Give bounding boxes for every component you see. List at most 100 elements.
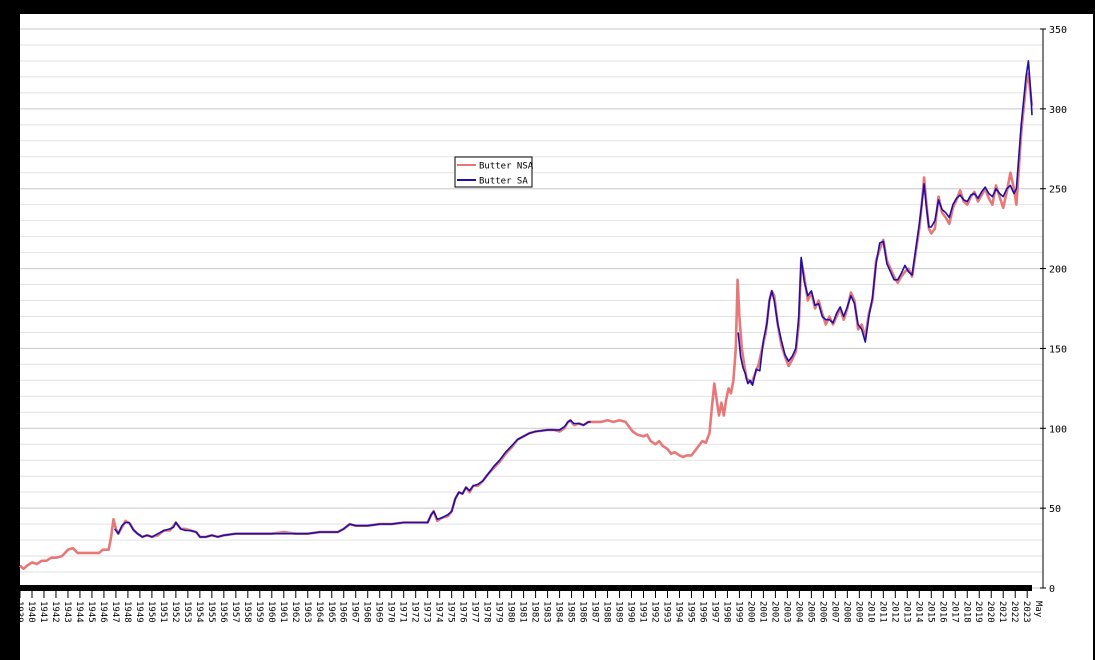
y-tick-label: 100 [1049,424,1067,435]
x-axis-band [20,585,1032,591]
x-tick-label: 1984 [554,601,564,623]
plot-area [20,14,1093,660]
x-tick-label: 2016 [937,601,947,623]
x-tick-label: 2018 [961,601,971,623]
x-tick-label: 2012 [889,601,899,623]
x-tick-label: 1987 [590,601,600,623]
x-tick-label: 1982 [530,601,540,623]
x-tick-label: 1948 [122,601,132,623]
x-tick-label: 2005 [805,601,815,623]
x-tick-label: 1947 [110,601,120,623]
x-tick-label: 1974 [434,601,444,623]
x-tick-label: 1957 [230,601,240,623]
x-tick-label: 2000 [745,601,755,623]
x-tick-label: 1998 [721,601,731,623]
x-tick-label: 2001 [757,601,767,623]
x-tick-label: 1972 [410,601,420,623]
x-tick-label: 2020 [985,601,995,623]
x-tick-label: 2023 [1021,601,1031,623]
x-tick-label: 1940 [26,601,36,623]
x-tick-label: 1977 [470,601,480,623]
x-tick-label: 1975 [446,601,456,623]
x-tick-label: 1969 [374,601,384,623]
x-tick-label: 2017 [949,601,959,623]
x-tick-label: 1989 [614,601,624,623]
x-tick-label: 2007 [829,601,839,623]
y-tick-label: 250 [1049,185,1067,196]
x-tick-label: 1955 [206,601,216,623]
x-tick-label: 1964 [314,601,324,623]
x-tick-label: 1995 [685,601,695,623]
x-tick-label: 2011 [877,601,887,623]
x-tick-label: 2013 [901,601,911,623]
x-tick-label: 1961 [278,601,288,623]
x-tick-label: 1950 [146,601,156,623]
x-tick-label: 1985 [566,601,576,623]
x-tick-label: 1990 [626,601,636,623]
x-tick-label: 1946 [98,601,108,623]
y-tick-label: 50 [1049,504,1061,515]
x-tick-label: 1979 [494,601,504,623]
x-tick-label: 2014 [913,601,923,623]
x-tick-label: 1963 [302,601,312,623]
x-axis: 1939 1940 1941 1942 1943 1944 1945 1946 1947 1948… [14,585,1043,623]
x-tick-label: 1970 [386,601,396,623]
x-tick-label: 1997 [709,601,719,623]
x-tick-label: 1949 [134,601,144,623]
x-tick-label: 1983 [542,601,552,623]
x-tick-label: 1996 [697,601,707,623]
x-tick-label: 2015 [925,601,935,623]
x-tick-label: 1967 [350,601,360,623]
x-tick-label: 1988 [602,601,612,623]
gridlines [20,28,1043,589]
x-tick-label: 1992 [649,601,659,623]
x-tick-label: 2006 [817,601,827,623]
x-tick-label: 1971 [398,601,408,623]
x-tick-label: 1965 [326,601,336,623]
x-tick-label: 1976 [458,601,468,623]
y-tick-label: 200 [1049,265,1067,276]
x-tick-label: 1991 [638,601,648,623]
legend-label: Butter NSA [479,162,534,172]
x-tick-label: 2019 [973,601,983,623]
x-tick-label: 1980 [506,601,516,623]
x-tick-label: 1960 [266,601,276,623]
legend: Butter NSA Butter SA [454,156,534,188]
legend-label: Butter SA [479,177,528,187]
x-tick-label: 1941 [38,601,48,623]
x-tick-label: 1966 [338,601,348,623]
series-line [737,60,1033,386]
y-axis: 0 50 100 150 200 250 300 350 [1040,25,1067,595]
x-tick-label: 1939 [14,601,24,623]
x-tick-label: 2004 [793,601,803,623]
x-tick-label: 2002 [769,601,779,623]
x-tick-label: 2022 [1009,601,1019,623]
x-tick-label: 1953 [182,601,192,623]
x-tick-label: 1958 [242,601,252,623]
x-tick-label: 1999 [733,601,743,623]
y-tick-label: 350 [1049,25,1067,36]
x-tick-label: 1994 [673,601,683,623]
series-layer [19,60,1034,571]
x-tick-label: 2010 [865,601,875,623]
x-tick-label: 1978 [482,601,492,623]
x-tick-label: 2009 [853,601,863,623]
x-tick-label: 2008 [841,601,851,623]
y-tick-label: 0 [1049,584,1055,595]
x-tick-label: 1973 [422,601,432,623]
x-tick-label: 1951 [158,601,168,623]
y-tick-label: 300 [1049,105,1067,116]
legend-box [454,156,533,188]
x-tick-label: 1981 [518,601,528,623]
series-line [114,419,591,538]
x-tick-label: 1944 [74,601,84,623]
x-tick-label: 2021 [997,601,1007,623]
x-tick-label: 2003 [781,601,791,623]
x-tick-label: 1952 [170,601,180,623]
x-tick-label: 1945 [86,601,96,623]
x-tick-label: 1986 [578,601,588,623]
x-tick-label-month: May [1033,601,1043,618]
x-tick-label: 1954 [194,601,204,623]
x-tick-label: 1942 [50,601,60,623]
